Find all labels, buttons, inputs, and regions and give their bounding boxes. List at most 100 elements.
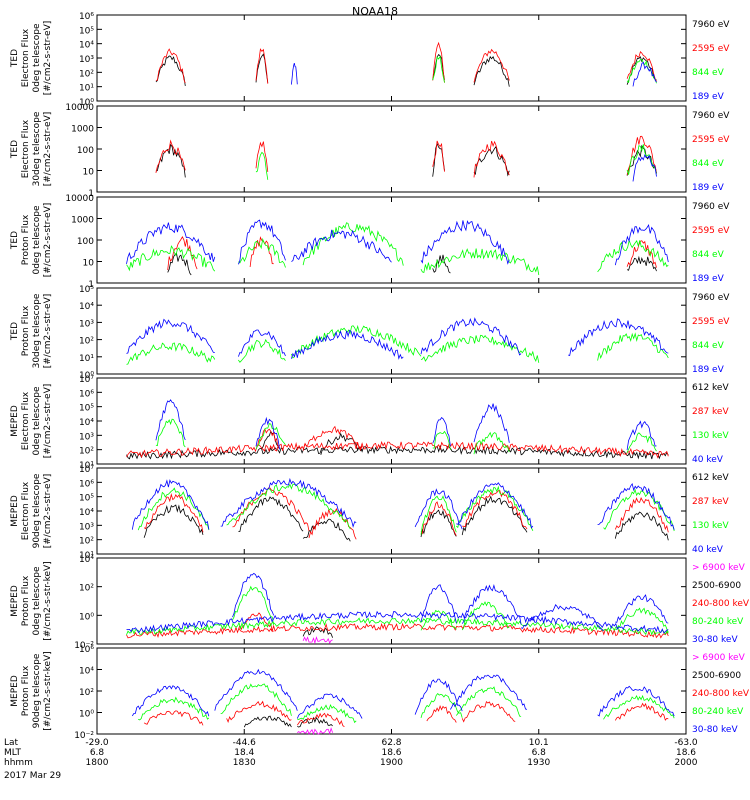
series-black: [302, 626, 333, 638]
panel-frame: [96, 105, 687, 193]
legend-entry: 287 keV: [692, 497, 729, 507]
panel-8: 10⁻² 10⁰ 10² 10⁴ 10⁶ MEPED Proton Flux 90deg te…: [10, 645, 750, 741]
axis-row-value: 6.8: [532, 748, 547, 758]
y-tick-label: 1: [88, 280, 94, 290]
series-blue: [131, 668, 675, 719]
y-tick-label: 10⁴: [79, 667, 94, 677]
axis-row-value: 10.1: [529, 738, 549, 748]
legend-entry: 189 eV: [692, 92, 725, 102]
panel-7: 10⁻² 10⁰ 10² 10⁴ MEPED Proton Flux 0deg telesc…: [10, 555, 750, 651]
y-tick-label: 10⁰: [79, 371, 94, 381]
y-axis-label: TED: [10, 322, 20, 341]
series-black: [155, 53, 657, 87]
y-axis-label: Electron Flux: [21, 119, 31, 178]
panel-frame: [96, 14, 687, 102]
legend-entry: 2595 eV: [692, 135, 730, 145]
series-black: [126, 430, 669, 460]
y-axis-label: 90deg telescope: [32, 653, 42, 728]
series-red: [126, 425, 669, 459]
y-axis-label: [#/cm2-s-str-eV]: [43, 294, 53, 369]
y-tick-label: 10000: [65, 194, 94, 204]
y-axis-label: Proton Flux: [21, 214, 31, 265]
legend-entry: > 6900 keV: [692, 563, 746, 573]
panel-6: 10¹ 10² 10³ 10⁴ 10⁵ 10⁶ 10⁷ MEPED Electron Flux 9…: [10, 465, 729, 561]
legend-entry: 40 keV: [692, 545, 724, 555]
y-axis-label: 0deg telescope: [32, 23, 42, 93]
legend-entry: 287 keV: [692, 407, 729, 417]
y-axis-label: [#/cm2-s-str-eV]: [43, 474, 53, 549]
y-tick-label: 10¹: [79, 461, 94, 471]
series-magenta: [297, 727, 333, 736]
y-tick-label: 10⁻²: [74, 731, 94, 741]
legend-entry: 189 eV: [692, 183, 725, 193]
date-label: 2017 Mar 29: [4, 771, 61, 781]
y-axis-label: [#/cm2-s-str-eV]: [43, 384, 53, 459]
panel-4: 10⁰ 10¹ 10² 10³ 10⁴ 10⁵ TED Proton Flux 30deg te…: [10, 285, 730, 381]
series-green: [126, 222, 669, 276]
y-tick-label: 1: [88, 189, 94, 199]
series-blue: [131, 477, 675, 530]
axis-row-value: 1830: [233, 758, 256, 768]
y-tick-label: 10⁰: [79, 710, 94, 720]
legend-entry: 7960 eV: [692, 111, 730, 121]
panel-5: 10¹ 10² 10³ 10⁴ 10⁵ 10⁶ 10⁷ MEPED Electron Flux 0…: [10, 375, 729, 471]
legend-entry: 130 keV: [692, 431, 729, 441]
y-axis-label: Proton Flux: [21, 305, 31, 356]
y-tick-label: 10⁷: [79, 375, 94, 385]
y-tick-label: 100: [77, 146, 94, 156]
legend-entry: 30-80 keV: [692, 635, 738, 645]
series-red: [143, 700, 669, 727]
series-blue: [155, 399, 657, 451]
y-axis-label: MEPED: [10, 495, 20, 527]
panel-frame: [96, 196, 687, 284]
y-axis-label: 90deg telescope: [32, 473, 42, 548]
y-axis-label: [#/cm2-s-str-eV]: [43, 203, 53, 278]
y-tick-label: 10⁻²: [74, 641, 94, 651]
y-tick-label: 10⁴: [79, 508, 94, 518]
y-tick-label: 10: [83, 259, 95, 269]
panel-2: 1 10 100 1000 10000 TED Electron Flux 30deg tel…: [10, 103, 730, 199]
y-axis-label: 30deg telescope: [32, 111, 42, 186]
y-tick-label: 10²: [79, 537, 94, 547]
legend-entry: 2595 eV: [692, 317, 730, 327]
series-green: [255, 144, 657, 180]
y-axis-label: Proton Flux: [21, 665, 31, 716]
series-green: [126, 324, 669, 365]
y-tick-label: 10⁵: [79, 285, 94, 295]
series-red: [167, 236, 657, 271]
y-axis-label: MEPED: [10, 675, 20, 707]
y-axis-label: Electron Flux: [21, 391, 31, 450]
series-red: [155, 41, 657, 84]
panel-frame: [96, 287, 687, 375]
series-blue: [126, 219, 669, 266]
series-blue: [291, 61, 657, 87]
legend-entry: 844 eV: [692, 250, 725, 260]
y-axis-label: 0deg telescope: [32, 386, 42, 456]
legend-entry: 844 eV: [692, 159, 725, 169]
axis-row-value: 1900: [380, 758, 403, 768]
y-tick-label: 10000: [65, 103, 94, 113]
axis-row-label: MLT: [4, 748, 22, 758]
axis-row-value: 1800: [86, 758, 109, 768]
y-tick-label: 10²: [79, 688, 94, 698]
axis-row-value: -63.0: [674, 738, 698, 748]
y-axis-label: [#/cm2-s-str-eV]: [43, 21, 53, 96]
axis-row-value: 18.6: [381, 748, 401, 758]
legend-entry: 844 eV: [692, 341, 725, 351]
y-axis-label: MEPED: [10, 585, 20, 617]
y-axis-label: 30deg telescope: [32, 293, 42, 368]
y-tick-label: 100: [77, 237, 94, 247]
y-axis-label: TED: [10, 140, 20, 159]
y-axis-label: TED: [10, 231, 20, 250]
legend-entry: 2595 eV: [692, 226, 730, 236]
legend-entry: 80-240 keV: [692, 617, 744, 627]
y-tick-label: 10³: [79, 55, 94, 65]
axis-row-label: hhmm: [4, 758, 33, 768]
axis-row-value: 18.4: [234, 748, 254, 758]
legend-entry: 189 eV: [692, 274, 725, 284]
panel-frame: [96, 467, 687, 555]
y-tick-label: 10²: [79, 584, 94, 594]
y-axis-label: Electron Flux: [21, 28, 31, 87]
